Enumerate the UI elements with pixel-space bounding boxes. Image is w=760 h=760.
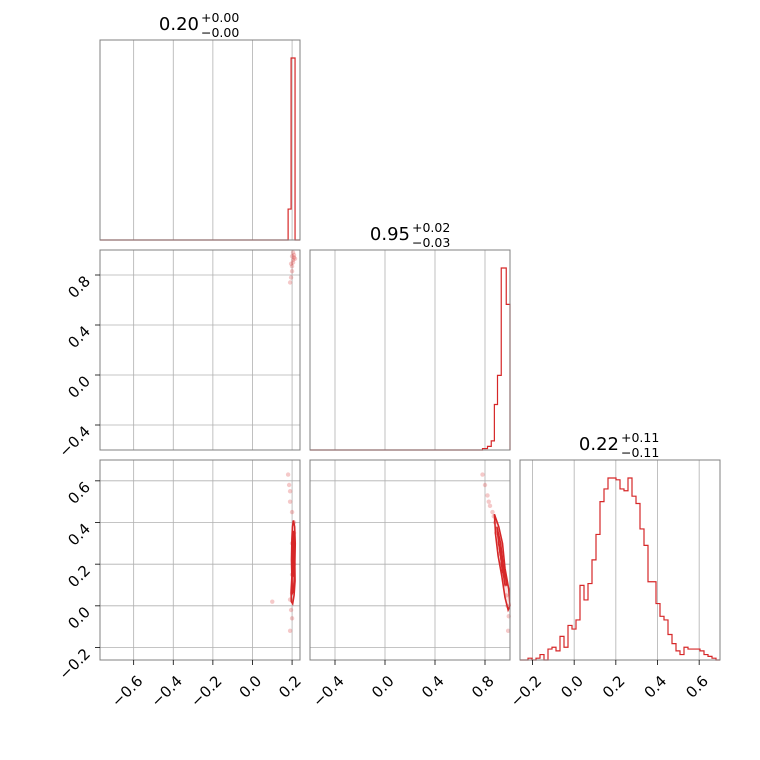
sample-point <box>486 499 491 504</box>
title-param-2-value: 0.95 <box>370 224 410 245</box>
title-param-2-minus: −0.03 <box>412 235 450 250</box>
scatter-panel-1-3: −0.20.00.20.40.6−0.6 −0.4 −0.2 0.0 0.2 <box>56 459 305 711</box>
x-tick-label: 0.0 <box>236 672 266 702</box>
sample-point <box>285 472 291 477</box>
x-tick-label: 0.0 <box>368 672 398 702</box>
axes-frame <box>99 459 301 661</box>
x-tick-label: 0.4 <box>641 672 671 702</box>
corner-panels: −0.2 0.0 0.2 0.4 0.6 −0.4 0.0 0.4 0.8 −0.2 0.0 0.2 0… <box>56 39 721 711</box>
sample-point <box>292 256 298 261</box>
y-tick-label: 0.4 <box>64 520 94 550</box>
hist-panel-param-3: −0.2 0.0 0.2 0.4 0.6 <box>507 459 721 711</box>
histogram-step-line <box>310 267 511 451</box>
title-param-3-plus: +0.11 <box>621 430 659 445</box>
x-tick-label: −0.2 <box>187 672 225 710</box>
sample-point <box>287 280 293 285</box>
title-param-3-minus: −0.11 <box>621 445 659 460</box>
sample-point <box>291 252 297 258</box>
title-param-1-value: 0.20 <box>159 14 199 35</box>
sample-point <box>288 275 294 280</box>
x-tick-label: 0.2 <box>275 672 305 702</box>
sample-point <box>482 482 488 488</box>
axes-frame <box>309 459 511 661</box>
sample-point <box>505 628 511 634</box>
axes-frame <box>519 459 721 661</box>
x-tick-label: 0.4 <box>418 672 448 702</box>
sample-point <box>288 261 294 266</box>
sample-point <box>290 250 296 255</box>
title-param-1-minus: −0.00 <box>201 25 239 40</box>
sample-point <box>487 503 493 509</box>
axes-frame <box>99 39 301 241</box>
sample-point <box>270 599 275 604</box>
x-tick-label: −0.4 <box>309 672 347 710</box>
sample-point <box>289 616 295 621</box>
sample-point <box>490 509 495 515</box>
x-tick-label: −0.6 <box>108 672 146 710</box>
x-tick-label: −0.4 <box>148 672 186 710</box>
title-param-3-value: 0.22 <box>579 434 619 455</box>
sample-point <box>290 260 296 265</box>
axes-frame <box>99 249 301 451</box>
x-tick-label: 0.8 <box>468 672 498 702</box>
x-tick-label: −0.2 <box>507 672 545 710</box>
y-tick-label: 0.6 <box>64 478 94 508</box>
sample-point <box>286 482 292 488</box>
title-param-1-plus: +0.00 <box>201 10 239 25</box>
x-tick-label: 0.2 <box>599 672 629 702</box>
hist-panel-param-1 <box>99 39 301 241</box>
y-tick-label: 0.0 <box>64 603 94 633</box>
density-contour <box>292 543 295 577</box>
hist-panel-param-2 <box>309 249 511 451</box>
scatter-panel-2-3: −0.4 0.0 0.4 0.8 <box>309 459 511 711</box>
sample-point <box>289 264 295 269</box>
title-param-2-plus: +0.02 <box>412 220 450 235</box>
sample-point <box>289 269 295 274</box>
density-contour <box>497 543 505 574</box>
x-tick-label: 0.6 <box>682 672 712 702</box>
sample-point <box>288 607 294 613</box>
y-tick-label: 0.4 <box>64 322 94 352</box>
y-tick-label: −0.2 <box>56 645 94 683</box>
x-tick-label: 0.0 <box>557 672 587 702</box>
axes-frame <box>309 249 511 451</box>
sample-point <box>289 254 295 259</box>
sample-point <box>287 499 293 504</box>
sample-point <box>290 257 296 263</box>
scatter-points <box>287 250 298 285</box>
sample-point <box>485 493 490 498</box>
histogram-step-line <box>520 477 720 661</box>
y-tick-label: 0.8 <box>64 272 94 302</box>
y-tick-label: 0.0 <box>64 372 94 402</box>
sample-point <box>289 509 295 515</box>
y-tick-label: 0.2 <box>64 561 94 591</box>
sample-point <box>480 472 485 477</box>
sample-point <box>287 628 293 634</box>
sample-point <box>291 255 297 260</box>
y-tick-label: −0.4 <box>56 422 94 460</box>
scatter-panel-1-2: −0.4 0.0 0.4 0.8 <box>56 249 301 461</box>
sample-point <box>287 489 293 494</box>
histogram-step-line <box>100 57 300 241</box>
